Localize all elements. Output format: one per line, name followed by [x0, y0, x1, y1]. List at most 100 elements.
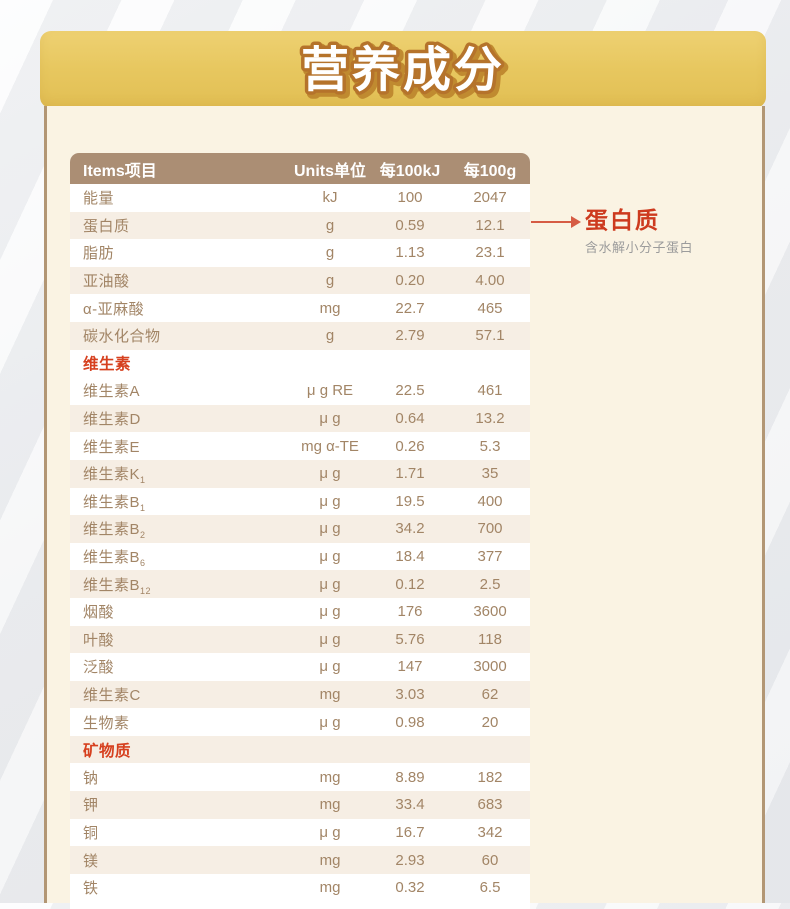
row-per100kj: 2.93	[395, 851, 425, 869]
row-per100g: 342	[477, 823, 503, 841]
row-unit: μ g	[319, 630, 341, 648]
table-row: 维生素E mg α-TE 0.26 5.3	[70, 432, 530, 460]
row-unit: μ g	[319, 658, 341, 676]
row-per100g: 60	[481, 851, 499, 869]
row-per100kj: 1.13	[395, 244, 425, 262]
row-label: 生物素	[83, 714, 130, 732]
table-row: 碳水化合物 g 2.79 57.1	[70, 321, 530, 350]
table-row: 钾 mg 33.4 683	[70, 791, 530, 819]
row-per100kj: 19.5	[395, 492, 425, 510]
row-per100g: 5.3	[479, 437, 501, 455]
table-row: 镁 mg 2.93 60	[70, 846, 530, 874]
row-label: 钾	[83, 797, 99, 815]
row-unit: μ g	[319, 575, 341, 593]
row-unit: μ g	[319, 520, 341, 538]
row-per100kj: 5.76	[395, 630, 425, 648]
row-per100kj: 0.12	[395, 575, 425, 593]
row-per100g: 12.1	[475, 216, 505, 234]
row-per100kj: 33.4	[395, 796, 425, 814]
header-per100kj: 每100kJ	[379, 162, 441, 180]
row-unit: μ g RE	[306, 382, 354, 400]
table-row: 维生素B12 μ g 0.12 2.5	[70, 570, 530, 598]
row-per100kj: 18.4	[395, 548, 425, 566]
row-label: 维生素K1	[83, 466, 146, 486]
row-unit: mg	[319, 879, 341, 897]
row-per100kj: 0.20	[395, 272, 425, 290]
table-header-row: Items项目 Units单位 每100kJ 每100g	[70, 153, 530, 184]
table-row: 铁 mg 0.32 6.5	[70, 873, 530, 902]
table-row: 维生素B6 μ g 18.4 377	[70, 542, 530, 571]
callout-title: 蛋白质	[585, 207, 660, 233]
row-per100kj: 147	[397, 658, 423, 676]
row-label: 维生素B1	[83, 493, 146, 513]
row-unit: mg	[319, 685, 341, 703]
header-units: Units单位	[293, 162, 366, 180]
row-label: α-亚麻酸	[83, 300, 145, 318]
page-title-shadow: 营养成分	[304, 47, 508, 100]
row-unit: g	[325, 216, 335, 234]
table-row: 钠 mg 8.89 182	[70, 763, 530, 792]
row-per100g: 182	[477, 768, 503, 786]
row-unit: mg	[319, 768, 341, 786]
row-unit: mg	[319, 851, 341, 869]
row-unit: mg α-TE	[301, 437, 359, 455]
row-label: 碳水化合物	[83, 328, 161, 346]
table-row: 维生素D μ g 0.64 13.2	[70, 404, 530, 433]
table-row: 亚油酸 g 0.20 4.00	[70, 266, 530, 295]
row-unit: μ g	[319, 548, 341, 566]
row-label: 维生素D	[83, 411, 141, 429]
table-row: 泛酸 μ g 147 3000	[70, 653, 530, 681]
row-label: 蛋白质	[83, 217, 130, 235]
row-per100kj: 2.79	[395, 327, 425, 345]
row-label: 泛酸	[83, 659, 115, 677]
row-unit: μ g	[319, 492, 341, 510]
banner-title-art: 营养成分 营养成分	[297, 41, 509, 105]
row-label: 叶酸	[83, 631, 115, 649]
row-unit: μ g	[319, 603, 341, 621]
row-unit: g	[325, 272, 335, 290]
row-label: 维生素E	[83, 438, 141, 456]
row-label: 脂肪	[83, 245, 115, 263]
row-per100g: 4.00	[475, 272, 505, 290]
row-unit: μ g	[319, 823, 341, 841]
row-per100g: 6.5	[479, 879, 501, 897]
row-per100kj: 1.71	[395, 465, 425, 483]
row-label: 能量	[83, 190, 115, 208]
row-per100kj: 0.59	[395, 216, 425, 234]
table-row: 生物素 μ g 0.98 20	[70, 708, 530, 736]
row-per100kj: 22.5	[395, 382, 425, 400]
table-row: 维生素B2 μ g 34.2 700	[70, 515, 530, 543]
row-per100kj: 0.32	[395, 879, 425, 897]
section-label: 矿物质	[83, 742, 132, 760]
row-unit: g	[325, 244, 335, 262]
row-per100g: 3600	[473, 603, 507, 621]
row-unit: μ g	[319, 410, 341, 428]
table-row: 能量 kJ 100 2047	[70, 184, 530, 212]
row-unit: kJ	[322, 189, 338, 207]
table-row: 维生素K1 μ g 1.71 35	[70, 459, 530, 488]
callout-arrowhead-icon	[571, 216, 581, 228]
row-unit: mg	[319, 796, 341, 814]
nutrition-table: Items项目 Units单位 每100kJ 每100g 能量 kJ 100 2047…	[70, 153, 530, 909]
row-label: 铜	[83, 824, 99, 842]
row-label: 维生素B2	[83, 521, 146, 541]
row-per100g: 35	[481, 465, 499, 483]
table-row: α-亚麻酸 mg 22.7 465	[70, 294, 530, 322]
protein-callout: 蛋白质 含水解小分子蛋白	[585, 201, 693, 256]
row-label: 亚油酸	[83, 273, 130, 291]
row-label: 维生素A	[83, 383, 141, 401]
row-unit: g	[325, 327, 335, 345]
row-per100g: 13.2	[475, 410, 505, 428]
section-row: 矿物质	[70, 735, 530, 764]
row-per100g: 62	[481, 685, 499, 703]
table-row: 铜 μ g 16.7 342	[70, 818, 530, 847]
row-unit: μ g	[319, 713, 341, 731]
table-row: 维生素C mg 3.03 62	[70, 680, 530, 709]
row-per100kj: 0.26	[395, 437, 425, 455]
row-unit: μ g	[319, 465, 341, 483]
row-label: 维生素B6	[83, 549, 146, 569]
section-label: 维生素	[83, 356, 132, 374]
row-per100kj: 100	[397, 189, 423, 207]
row-per100g: 461	[477, 382, 503, 400]
nutrition-banner: 营养成分 营养成分	[40, 31, 766, 108]
